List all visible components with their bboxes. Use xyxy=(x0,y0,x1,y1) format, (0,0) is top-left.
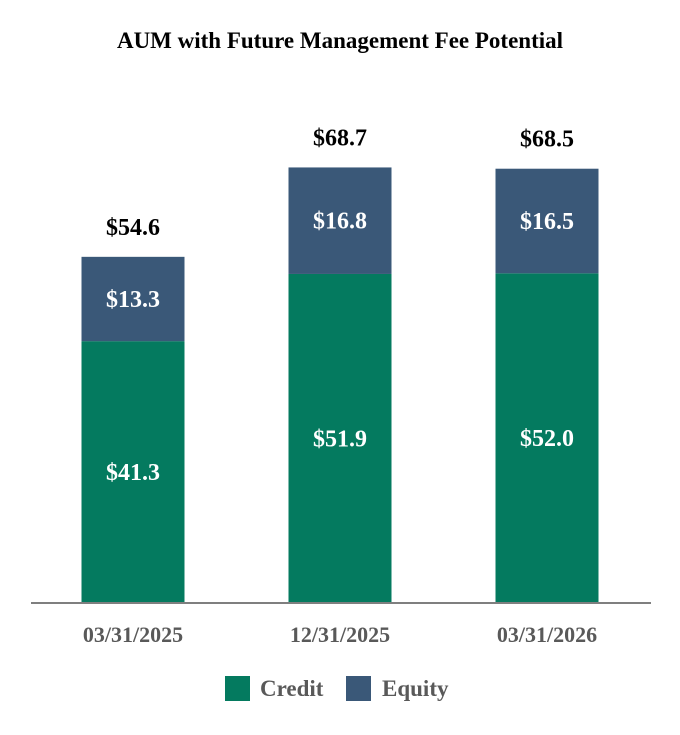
legend-swatch-equity xyxy=(346,676,371,701)
data-label-equity-3: $16.5 xyxy=(520,209,574,235)
x-tick-labels: 03/31/2025 12/31/2025 03/31/2026 xyxy=(83,622,597,647)
data-label-credit-3: $52.0 xyxy=(520,426,574,452)
total-label-3: $68.5 xyxy=(520,127,574,153)
data-label-credit-2: $51.9 xyxy=(313,426,367,452)
data-label-credit-1: $41.3 xyxy=(106,460,160,486)
bar-equity-3 xyxy=(495,168,599,274)
bar-credit-3 xyxy=(495,273,599,603)
bars-layer: $41.3 $13.3 $54.6 $51.9 $16.8 $68.7 $52.0 $16.5… xyxy=(81,125,599,603)
x-tick-label-1: 03/31/2025 xyxy=(83,622,183,647)
x-tick-label-2: 12/31/2025 xyxy=(290,622,390,647)
legend-swatch-credit xyxy=(225,676,250,701)
x-tick-label-3: 03/31/2026 xyxy=(497,622,597,647)
legend-label-equity: Equity xyxy=(382,676,449,701)
bar-credit-1 xyxy=(81,341,185,603)
bar-equity-1 xyxy=(81,256,185,342)
chart-title: AUM with Future Management Fee Potential xyxy=(117,28,563,53)
total-label-2: $68.7 xyxy=(313,125,367,151)
data-label-equity-2: $16.8 xyxy=(313,209,367,235)
total-label-1: $54.6 xyxy=(106,215,160,241)
data-label-equity-1: $13.3 xyxy=(106,287,160,313)
legend: Credit Equity xyxy=(225,676,449,701)
bar-equity-2 xyxy=(288,167,392,274)
legend-label-credit: Credit xyxy=(260,676,324,701)
bar-credit-2 xyxy=(288,273,392,603)
